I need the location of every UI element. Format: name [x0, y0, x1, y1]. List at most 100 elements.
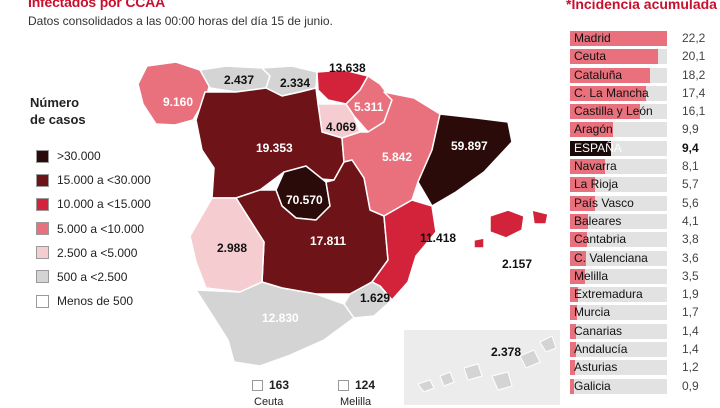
ranking-value: 1,9 — [682, 287, 699, 302]
label-la-rioja: 4.069 — [326, 120, 356, 134]
ceuta-swatch — [252, 379, 263, 391]
ranking-bar — [570, 287, 579, 303]
ranking-row: Cataluña 18,2 — [570, 67, 720, 84]
ranking-row: Andalucía 1,4 — [570, 341, 720, 358]
ranking-label: Castilla y León — [574, 104, 653, 119]
ranking-row: Cantabria 3,8 — [570, 231, 720, 248]
label-cantabria: 2.334 — [280, 76, 310, 90]
ranking-value: 5,7 — [682, 177, 699, 192]
region-andalucia — [195, 281, 355, 367]
ranking-label: C. Valenciana — [574, 250, 648, 265]
legend-swatch — [36, 246, 49, 260]
ranking-row: Madrid 22,2 — [570, 30, 720, 47]
label-aragon: 5.842 — [382, 150, 412, 164]
ranking-bar-track — [570, 360, 667, 376]
ranking-bar — [570, 31, 667, 46]
ranking-label: Extremadura — [574, 287, 643, 302]
chart-subtitle: Datos consolidados a las 00:00 horas del… — [28, 14, 333, 28]
ranking-label: Ceuta — [574, 49, 607, 64]
label-castilla-y-leon: 19.353 — [256, 141, 293, 155]
ranking-bar — [570, 122, 614, 138]
label-cataluna: 59.897 — [451, 139, 488, 153]
ranking-row: Castilla y León 16,1 — [570, 103, 720, 120]
ranking-row: Melilla 3,5 — [570, 268, 720, 285]
label-castilla-la-mancha: 17.811 — [310, 234, 346, 248]
ranking-bar — [570, 85, 646, 101]
ranking-value: 3,6 — [682, 250, 699, 265]
ranking-row: La Rioja 5,7 — [570, 176, 720, 193]
region-canarias — [417, 335, 557, 393]
ranking-value: 0,9 — [682, 378, 699, 393]
ceuta-box: 163 — [252, 378, 289, 392]
legend-item: 10.000 a <15.000 — [36, 194, 151, 214]
ranking-row: ESPAÑA 9,4 — [570, 140, 720, 157]
ranking-bar-track — [570, 250, 667, 266]
ranking-row: Baleares 4,1 — [570, 213, 720, 230]
ranking-value: 17,4 — [682, 85, 706, 100]
ceuta-name: Ceuta — [254, 396, 284, 408]
region-c-valenciana — [371, 199, 437, 301]
ranking-bar-track — [570, 268, 667, 284]
label-galicia: 9.160 — [163, 95, 193, 109]
ranking-row: C. Valenciana 3,6 — [570, 250, 720, 267]
label-navarra: 5.311 — [354, 100, 384, 114]
legend-item: >30.000 — [36, 146, 151, 166]
ranking-label: Navarra — [574, 159, 617, 174]
label-canarias: 2.378 — [491, 345, 521, 359]
legend-swatch — [36, 197, 49, 211]
ranking-bar-track — [570, 287, 667, 303]
ranking-bar — [570, 213, 588, 229]
melilla-box: 124 — [338, 378, 375, 392]
chart-title: Infectados por CCAA — [28, 0, 165, 10]
ranking-row: C. La Mancha 17,4 — [570, 85, 720, 102]
ranking-label: Canarias — [574, 323, 623, 338]
ceuta-value: 163 — [269, 378, 290, 392]
ranking-bar — [570, 378, 574, 394]
ranking-value: 1,4 — [682, 323, 699, 338]
legend-label: 5.000 a <10.000 — [57, 221, 145, 236]
ranking-label: C. La Mancha — [574, 85, 649, 100]
legend-label: 2.500 a <5.000 — [57, 245, 138, 260]
ranking-row: Navarra 8,1 — [570, 158, 720, 175]
ranking-bar — [570, 159, 606, 175]
ranking-bar-track — [570, 342, 667, 358]
ranking-row: Galicia 0,9 — [570, 378, 720, 395]
ranking-value: 1,7 — [682, 305, 699, 320]
ranking-value: 4,1 — [682, 213, 699, 228]
legend-item: 15.000 a <30.000 — [36, 170, 151, 190]
ranking-value: 16,1 — [682, 104, 706, 119]
ranking-title: *Incidencia acumulada — [566, 0, 717, 12]
ranking-row: Extremadura 1,9 — [570, 286, 720, 303]
ranking-bar-track — [570, 378, 667, 394]
ranking-bar — [570, 323, 577, 339]
legend-title: Número de casos — [30, 94, 110, 128]
legend-item: 2.500 a <5.000 — [36, 243, 151, 263]
ranking-label: Cataluña — [574, 67, 623, 82]
melilla-name: Melilla — [340, 396, 372, 408]
ranking-value: 1,4 — [682, 342, 699, 357]
region-baleares — [473, 209, 549, 249]
ranking-bar — [570, 232, 587, 248]
ranking-value: 5,6 — [682, 195, 699, 210]
ranking-value: 18,2 — [682, 67, 706, 82]
ranking-row: Aragón 9,9 — [570, 121, 720, 138]
ranking-value: 22,2 — [682, 31, 706, 45]
ranking-bar — [570, 342, 577, 358]
legend-label: >30.000 — [57, 149, 101, 163]
legend-label: 500 a <2.500 — [57, 269, 128, 284]
ranking-bar — [570, 268, 586, 284]
ranking-bar — [570, 195, 595, 211]
legend-swatch — [36, 222, 49, 236]
label-pais-vasco: 13.638 — [329, 61, 366, 75]
legend-label: 10.000 a <15.000 — [57, 197, 151, 212]
ranking-chart: Madrid 22,2 Ceuta 20,1 Cataluña 18,2 C. La Man… — [570, 30, 720, 396]
legend-item: 500 a <2.500 — [36, 267, 151, 287]
ranking-label: Asturias — [574, 360, 618, 375]
ranking-label: Aragón — [574, 122, 613, 137]
ranking-value: 3,8 — [682, 232, 699, 247]
ranking-label: Cantabria — [574, 232, 627, 247]
ranking-label: Murcia — [574, 305, 611, 320]
ranking-value: 9,9 — [682, 122, 699, 137]
label-extremadura: 2.988 — [217, 241, 247, 255]
ranking-bar — [570, 250, 586, 266]
